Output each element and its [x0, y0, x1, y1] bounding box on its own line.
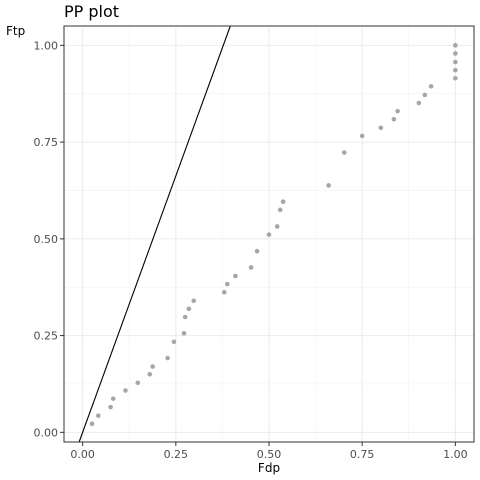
data-point	[233, 273, 238, 279]
y-tick-label: 0.25	[34, 330, 59, 343]
data-point	[182, 314, 188, 320]
y-tick-label: 0.75	[34, 136, 59, 149]
data-point	[266, 232, 272, 237]
data-point	[453, 43, 458, 48]
x-tick-label: 0.25	[164, 448, 189, 461]
data-point	[150, 364, 156, 369]
y-tick-label: 0.50	[34, 233, 59, 246]
x-axis-title: Fdp	[258, 461, 280, 475]
data-point	[453, 59, 458, 65]
data-point	[147, 371, 153, 377]
data-point	[123, 388, 128, 393]
reference-line	[78, 25, 231, 443]
reference-line-group	[78, 25, 231, 443]
data-point	[274, 224, 280, 229]
y-axis-ticks: 0.00 0.25 0.50 0.75 1.00	[34, 39, 64, 439]
x-axis-ticks: 0.00 0.25 0.50 0.75 1.00	[70, 442, 468, 461]
data-point	[254, 248, 260, 254]
data-point	[135, 380, 141, 386]
data-point	[248, 265, 254, 270]
data-point	[453, 67, 458, 73]
data-point	[110, 396, 116, 401]
data-point	[391, 116, 397, 122]
data-point	[221, 289, 227, 295]
data-point	[453, 51, 458, 56]
data-point	[416, 100, 422, 106]
x-tick-label: 0.50	[257, 448, 282, 461]
data-point	[326, 183, 331, 188]
data-point	[359, 133, 365, 139]
chart-title: PP plot	[64, 2, 119, 21]
data-point	[95, 413, 101, 418]
y-tick-label: 0.00	[34, 426, 59, 439]
data-point	[186, 306, 192, 312]
data-point	[280, 199, 286, 204]
x-tick-label: 0.00	[70, 448, 95, 461]
data-point	[428, 84, 434, 89]
data-point	[181, 330, 187, 336]
data-points	[89, 43, 458, 427]
data-point	[341, 150, 347, 155]
x-tick-label: 1.00	[443, 448, 468, 461]
x-tick-label: 0.75	[350, 448, 375, 461]
y-axis-title: Ftp	[6, 24, 25, 38]
data-point	[422, 92, 428, 98]
data-point	[89, 421, 95, 427]
data-point	[395, 108, 400, 114]
data-point	[191, 298, 197, 304]
data-point	[378, 125, 384, 131]
data-point	[108, 404, 113, 410]
data-point	[453, 75, 458, 81]
data-point	[165, 355, 170, 361]
y-tick-label: 1.00	[34, 39, 59, 52]
data-point	[277, 207, 283, 213]
data-point	[171, 339, 177, 345]
data-point	[224, 281, 230, 287]
